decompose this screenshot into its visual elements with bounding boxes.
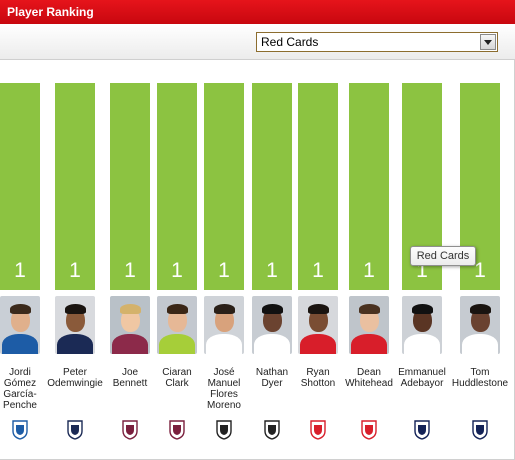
player-photo bbox=[298, 296, 338, 354]
player-name-line: Ryan bbox=[306, 367, 330, 378]
player-name-line: Gómez bbox=[3, 378, 37, 389]
west-brom-crest-icon bbox=[66, 419, 84, 441]
bar[interactable] bbox=[110, 83, 150, 290]
bar-value-label: 1 bbox=[218, 259, 230, 282]
player-name[interactable]: Ryan Shotton bbox=[289, 367, 347, 389]
player-name-line: Clark bbox=[165, 378, 189, 389]
bar-value-label: 1 bbox=[416, 259, 428, 282]
bar-value-label: 1 bbox=[14, 259, 26, 282]
player-name-line: Bennett bbox=[112, 378, 148, 389]
widget-title: Player Ranking bbox=[7, 5, 94, 19]
player-photo bbox=[402, 296, 442, 354]
player-photo bbox=[157, 296, 197, 354]
player-name-line: Whitehead bbox=[345, 378, 393, 389]
aston-villa-crest-icon bbox=[168, 419, 186, 441]
wigan-crest-icon bbox=[11, 419, 29, 441]
bar[interactable] bbox=[349, 83, 389, 290]
bar[interactable] bbox=[252, 83, 292, 290]
toolbar: Red Cards bbox=[0, 24, 515, 60]
player-name-line: Peter bbox=[63, 367, 87, 378]
bar[interactable] bbox=[298, 83, 338, 290]
player-photo bbox=[55, 296, 95, 354]
player-name-line: Tom bbox=[470, 367, 490, 378]
player-name[interactable]: Tom Huddlestone bbox=[451, 367, 509, 389]
player-name-line: Flores bbox=[210, 389, 238, 400]
player-photo bbox=[349, 296, 389, 354]
player-name[interactable]: José Manuel Flores Moreno bbox=[195, 367, 253, 411]
bar-value-label: 1 bbox=[171, 259, 183, 282]
bar-tooltip: Red Cards bbox=[410, 246, 476, 266]
player-name-line: Ciaran bbox=[162, 367, 192, 378]
player-name-line: Jordi bbox=[9, 367, 31, 378]
swansea-crest-icon bbox=[215, 419, 233, 441]
bar-value-label: 1 bbox=[124, 259, 136, 282]
player-name-line: José bbox=[213, 367, 235, 378]
player-name-line: Dean bbox=[357, 367, 381, 378]
bar-value-label: 1 bbox=[69, 259, 81, 282]
bar-value-label: 1 bbox=[266, 259, 278, 282]
player-name-line: Moreno bbox=[207, 400, 241, 411]
player-photo bbox=[0, 296, 40, 354]
bar-value-label: 1 bbox=[474, 259, 486, 282]
player-name-line: Huddlestone bbox=[451, 378, 509, 389]
player-name[interactable]: Dean Whitehead bbox=[340, 367, 398, 389]
player-name-line: Penche bbox=[3, 400, 37, 411]
metric-select[interactable]: Red Cards bbox=[256, 32, 498, 52]
player-name-line: Emmanuel bbox=[398, 367, 446, 378]
player-name-line: Shotton bbox=[300, 378, 336, 389]
tottenham-crest-icon bbox=[471, 419, 489, 441]
bar-value-label: 1 bbox=[312, 259, 324, 282]
player-name[interactable]: Jordi Gómez García- Penche bbox=[0, 367, 49, 411]
chevron-down-icon[interactable] bbox=[480, 34, 496, 50]
player-name-line: Dyer bbox=[261, 378, 283, 389]
player-name-line: Adebayor bbox=[400, 378, 444, 389]
bar[interactable] bbox=[157, 83, 197, 290]
player-name-line: García- bbox=[3, 389, 37, 400]
player-photo bbox=[252, 296, 292, 354]
stoke-crest-icon bbox=[360, 419, 378, 441]
aston-villa-crest-icon bbox=[121, 419, 139, 441]
player-name-line: Manuel bbox=[207, 378, 241, 389]
player-name-line: Joe bbox=[121, 367, 139, 378]
bar-tooltip-text: Red Cards bbox=[416, 250, 470, 262]
widget-header: Player Ranking bbox=[0, 0, 515, 24]
bar-value-label: 1 bbox=[363, 259, 375, 282]
player-name[interactable]: Ciaran Clark bbox=[148, 367, 206, 389]
player-photo bbox=[460, 296, 500, 354]
tottenham-crest-icon bbox=[413, 419, 431, 441]
player-photo bbox=[204, 296, 244, 354]
player-name-line: Nathan bbox=[255, 367, 289, 378]
player-name[interactable]: Emmanuel Adebayor bbox=[393, 367, 451, 389]
player-photo bbox=[110, 296, 150, 354]
metric-select-value: Red Cards bbox=[261, 35, 319, 49]
player-name[interactable]: Joe Bennett bbox=[101, 367, 159, 389]
bar[interactable] bbox=[55, 83, 95, 290]
player-name[interactable]: Nathan Dyer bbox=[243, 367, 301, 389]
player-name-line: Odemwingie bbox=[47, 378, 103, 389]
stoke-crest-icon bbox=[309, 419, 327, 441]
bar[interactable] bbox=[204, 83, 244, 290]
bar[interactable] bbox=[0, 83, 40, 290]
swansea-crest-icon bbox=[263, 419, 281, 441]
player-name[interactable]: Peter Odemwingie bbox=[46, 367, 104, 389]
